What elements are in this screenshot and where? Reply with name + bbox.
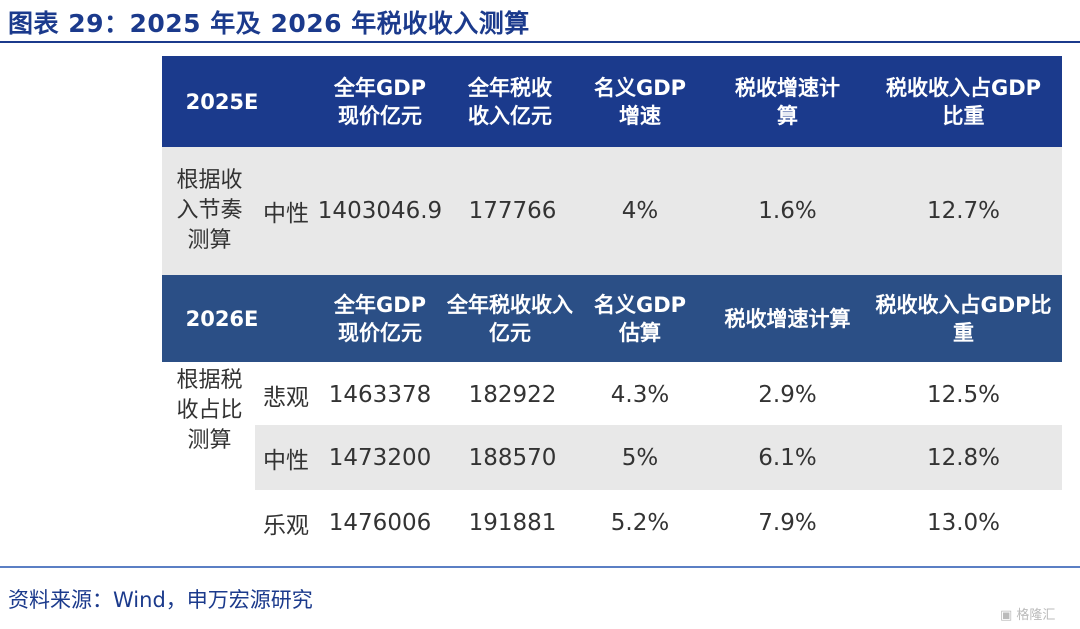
header-2026 bbox=[162, 275, 1062, 362]
cell-2026-2-ratio: 13.0% bbox=[926, 509, 1001, 536]
cell-2026-1-tax_growth: 6.1% bbox=[758, 444, 817, 471]
scenario-2025-0: 中性 bbox=[263, 201, 309, 227]
header-2025-col-1: 全年GDP 现价亿元 bbox=[333, 75, 427, 128]
watermark-logo: ▣ 格隆汇 bbox=[1000, 608, 1056, 623]
source-divider bbox=[0, 566, 1080, 568]
group-label-2025: 根据收 入节奏 测算 bbox=[176, 168, 243, 253]
cell-2025-gdp_growth: 4% bbox=[621, 198, 659, 224]
header-2026-col-2: 全年税收收入 亿元 bbox=[447, 292, 573, 345]
cell-2026-2-gdp_growth: 5.2% bbox=[610, 509, 670, 536]
title-divider bbox=[0, 41, 1080, 43]
cell-2026-1-tax: 188570 bbox=[468, 444, 557, 471]
scenario-2026-1: 中性 bbox=[263, 447, 309, 474]
cell-2026-0-ratio: 12.5% bbox=[926, 381, 1001, 408]
cell-2025-tax: 177766 bbox=[468, 198, 557, 224]
band-2025 bbox=[162, 147, 1062, 275]
source-note: 资料来源：Wind，申万宏源研究 bbox=[8, 588, 313, 612]
header-2026-col-5: 税收收入占GDP比 重 bbox=[875, 292, 1052, 345]
cell-2026-0-gdp_growth: 4.3% bbox=[610, 381, 670, 408]
header-2026-col-0: 2026E bbox=[185, 306, 259, 331]
header-2025 bbox=[162, 56, 1062, 147]
header-2026-col-3: 名义GDP 估算 bbox=[593, 292, 687, 345]
header-2025-col-3: 名义GDP 增速 bbox=[593, 75, 687, 128]
header-2025-col-2: 全年税收 收入亿元 bbox=[468, 75, 552, 128]
header-2025-col-5: 税收收入占GDP 比重 bbox=[885, 75, 1042, 128]
cell-2025-tax_growth: 1.6% bbox=[758, 198, 817, 224]
header-2025-col-0: 2025E bbox=[185, 89, 259, 114]
cell-2026-2-gdp: 1476006 bbox=[328, 509, 432, 536]
page-title: 图表 29：2025 年及 2026 年税收收入测算 bbox=[8, 9, 530, 38]
cell-2026-1-ratio: 12.8% bbox=[926, 444, 1001, 471]
header-2026-col-1: 全年GDP 现价亿元 bbox=[333, 292, 427, 345]
header-2025-col-4: 税收增速计 算 bbox=[735, 75, 840, 128]
cell-2026-0-gdp: 1463378 bbox=[328, 381, 432, 408]
cell-2026-0-tax_growth: 2.9% bbox=[758, 381, 817, 408]
header-2026-col-4: 税收增速计算 bbox=[724, 306, 851, 331]
band-2026-neutral bbox=[255, 425, 1062, 490]
cell-2025-ratio: 12.7% bbox=[926, 198, 1001, 224]
cell-2026-0-tax: 182922 bbox=[468, 381, 557, 408]
cell-2025-gdp: 1403046.9 bbox=[317, 198, 443, 224]
cell-2026-2-tax: 191881 bbox=[468, 509, 557, 536]
cell-2026-1-gdp_growth: 5% bbox=[621, 444, 659, 471]
group-label-2026: 根据税 收占比 测算 bbox=[176, 368, 243, 453]
scenario-2026-2: 乐观 bbox=[263, 512, 309, 539]
cell-2026-2-tax_growth: 7.9% bbox=[758, 509, 817, 536]
cell-2026-1-gdp: 1473200 bbox=[328, 444, 432, 471]
scenario-2026-0: 悲观 bbox=[263, 384, 309, 411]
